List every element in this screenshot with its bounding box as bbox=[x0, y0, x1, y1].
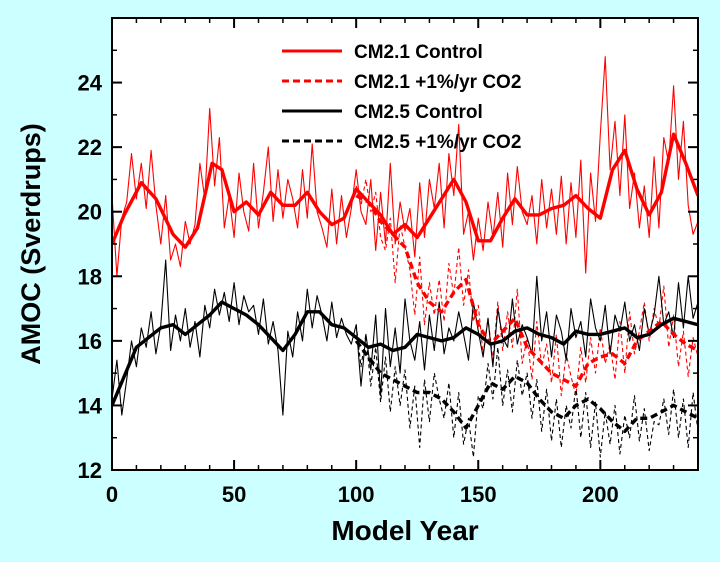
series-raw-cm2-5-control bbox=[112, 259, 698, 416]
x-axis-label: Model Year bbox=[331, 515, 478, 546]
series-raw-cm2-1-control bbox=[112, 56, 698, 277]
legend-label: CM2.5 Control bbox=[354, 102, 483, 123]
x-tick-label: 200 bbox=[582, 482, 619, 507]
y-tick-label: 14 bbox=[78, 393, 103, 418]
series-raw-cm2-1-1-yr-co2 bbox=[355, 178, 698, 397]
legend-label: CM2.1 Control bbox=[354, 42, 483, 63]
y-tick-label: 16 bbox=[78, 329, 102, 354]
legend-label: CM2.5 +1%/yr CO2 bbox=[354, 132, 521, 153]
series-smooth-cm2-5-1-yr-co2 bbox=[354, 339, 698, 433]
y-tick-label: 20 bbox=[78, 200, 102, 225]
series-smooth-cm2-1-control bbox=[112, 132, 698, 249]
x-tick-label: 150 bbox=[460, 482, 497, 507]
y-axis-label: AMOC (Sverdrups) bbox=[16, 123, 46, 365]
x-tick-label: 0 bbox=[106, 482, 118, 507]
y-tick-label: 22 bbox=[78, 135, 102, 160]
x-tick-label: 100 bbox=[338, 482, 375, 507]
plot-area bbox=[112, 18, 698, 470]
x-tick-label: 50 bbox=[222, 482, 246, 507]
legend-label: CM2.1 +1%/yr CO2 bbox=[354, 72, 521, 93]
legend: CM2.1 Control CM2.1 +1%/yr CO2 CM2.5 Contr… bbox=[282, 42, 521, 153]
y-tick-label: 18 bbox=[78, 264, 102, 289]
series-raw-cm2-5-1-yr-co2 bbox=[355, 324, 698, 458]
y-tick-label: 24 bbox=[78, 71, 103, 96]
y-tick-label: 12 bbox=[78, 458, 102, 483]
series-smooth-cm2-5-control bbox=[112, 300, 698, 407]
